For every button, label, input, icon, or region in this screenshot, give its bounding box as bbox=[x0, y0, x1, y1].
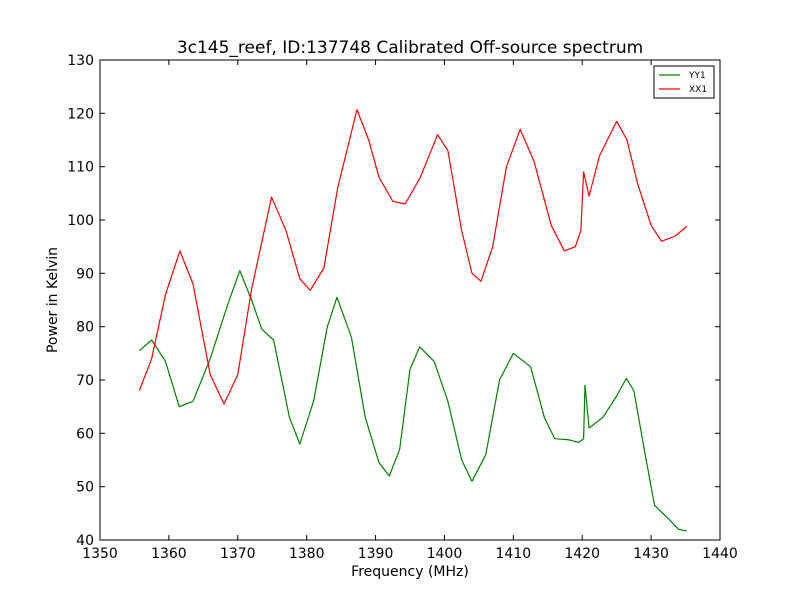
x-tick-label: 1430 bbox=[633, 546, 669, 562]
axes-layer: 1350 1360 1370 1380 1390 1400 1410 1420 1430 1440… bbox=[67, 53, 738, 562]
series-layer bbox=[138, 108, 688, 532]
plot-frame bbox=[99, 59, 721, 541]
y-axis-label: Power in Kelvin bbox=[45, 247, 61, 353]
series-line-yy1 bbox=[138, 270, 688, 532]
x-tick-label: 1380 bbox=[289, 546, 325, 562]
x-tick-label: 1370 bbox=[220, 546, 256, 562]
y-tick-label: 70 bbox=[76, 373, 94, 389]
x-tick-label: 1400 bbox=[427, 546, 463, 562]
x-tick-label: 1440 bbox=[702, 546, 738, 562]
chart-title: 3c145_reef, ID:137748 Calibrated Off-sou… bbox=[177, 38, 643, 58]
legend-label-yy1: YY1 bbox=[688, 71, 706, 81]
y-tick-label: 90 bbox=[76, 266, 94, 282]
y-tick-label: 100 bbox=[67, 213, 94, 229]
y-tick-label: 50 bbox=[76, 480, 94, 496]
x-tick-label: 1420 bbox=[564, 546, 600, 562]
x-tick-label: 1390 bbox=[358, 546, 394, 562]
legend-label-xx1: XX1 bbox=[689, 85, 707, 95]
y-tick-label: 130 bbox=[67, 53, 94, 69]
legend-box bbox=[653, 65, 715, 99]
y-tick-label: 40 bbox=[76, 533, 94, 549]
y-tick-label: 120 bbox=[67, 106, 94, 122]
x-tick-label: 1360 bbox=[151, 546, 187, 562]
x-tick-label: 1350 bbox=[82, 546, 118, 562]
series-line-xx1 bbox=[138, 108, 688, 405]
y-tick-label: 80 bbox=[76, 320, 94, 336]
y-tick-label: 110 bbox=[67, 160, 94, 176]
x-tick-label: 1410 bbox=[496, 546, 532, 562]
x-axis-label: Frequency (MHz) bbox=[351, 564, 469, 580]
y-tick-label: 60 bbox=[76, 426, 94, 442]
